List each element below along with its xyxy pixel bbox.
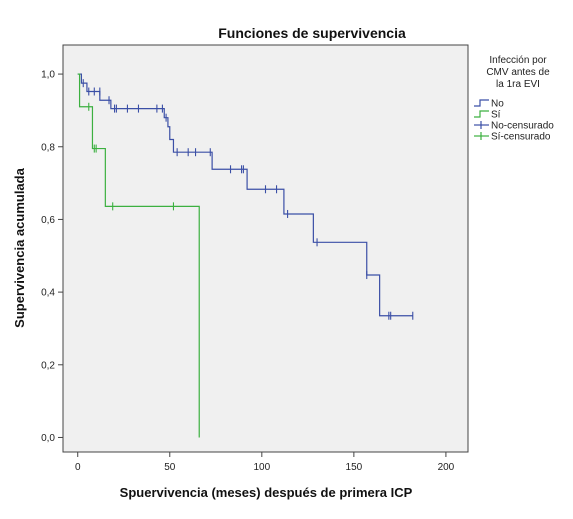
legend-item: No-censurado [474, 121, 554, 132]
legend-item: Sí-censurado [474, 132, 551, 143]
y-tick-label: 0,8 [41, 142, 55, 153]
legend-title: CMV antes de [486, 67, 550, 78]
y-tick-label: 0,4 [41, 288, 55, 299]
legend-swatch [474, 110, 489, 118]
y-axis-title: Supervivencia acumulada [12, 167, 27, 327]
y-tick-label: 0,6 [41, 215, 55, 226]
x-tick-label: 0 [75, 462, 81, 473]
y-tick-label: 1,0 [41, 70, 55, 81]
legend-item: Sí [474, 110, 501, 121]
series-si [77, 73, 200, 438]
legend-label: No-censurado [491, 121, 554, 132]
x-tick-label: 150 [346, 462, 363, 473]
x-tick-label: 50 [164, 462, 176, 473]
legend-swatch [474, 99, 489, 107]
legend-label: No [491, 99, 504, 110]
legend-title: la 1ra EVI [496, 79, 540, 90]
x-tick-label: 200 [438, 462, 455, 473]
survival-step-line [77, 73, 413, 317]
legend-label: Sí-censurado [491, 132, 551, 143]
plot-area [62, 44, 469, 453]
legend-item: No [474, 99, 504, 110]
axes: 0,0 0,2 0,4 0,6 0,8 1,0 0 50 100 150 200 [41, 70, 455, 473]
series-no [77, 73, 414, 320]
series-layer [77, 73, 414, 438]
y-tick-label: 0,2 [41, 360, 55, 371]
x-axis-title: Spuervivencia (meses) después de primera… [120, 485, 413, 500]
legend-label: Sí [491, 110, 501, 121]
survival-step-line [77, 73, 200, 438]
legend-title: Infección por [489, 55, 547, 66]
chart-title: Funciones de supervivencia [218, 25, 406, 41]
y-tick-label: 0,0 [41, 433, 55, 444]
x-tick-label: 100 [253, 462, 270, 473]
